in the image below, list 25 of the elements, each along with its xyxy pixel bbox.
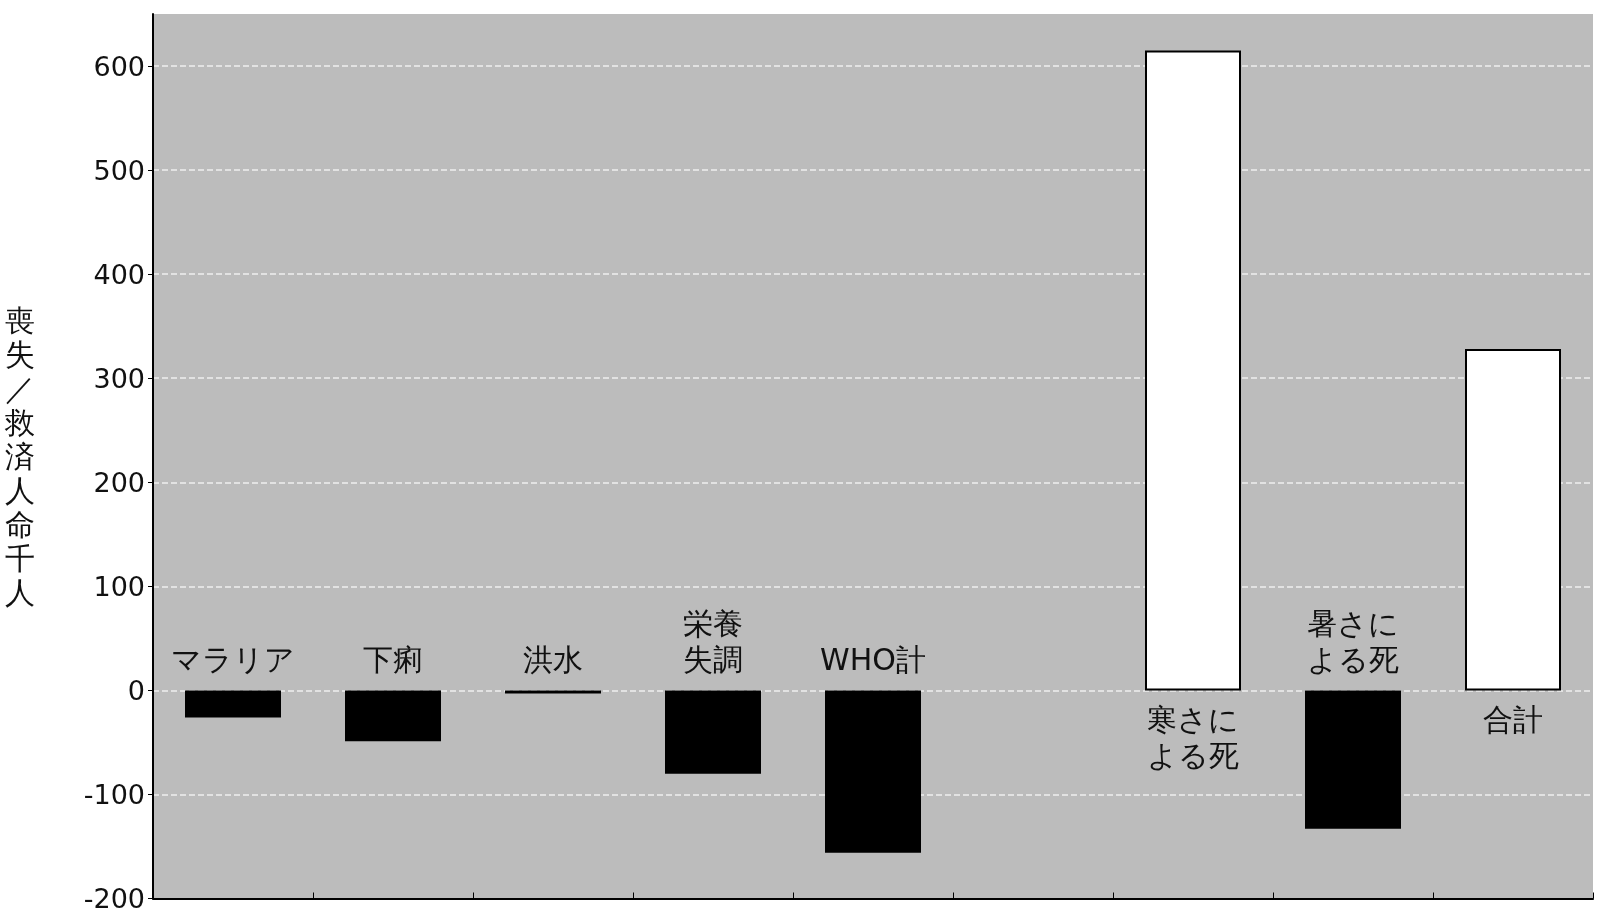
x-tick-label: 暑さによる死: [1307, 605, 1399, 677]
x-tick-label: 下痢: [363, 641, 423, 677]
y-tick-label: 0: [127, 674, 145, 706]
y-tick-label: 100: [93, 570, 145, 602]
x-tick-label: 合計: [1483, 701, 1543, 737]
y-tick-label: 500: [93, 154, 145, 186]
x-tick-label: 洪水: [523, 641, 583, 677]
bar: [345, 690, 441, 742]
y-tick-label: -200: [83, 883, 145, 912]
y-tick-label: -100: [83, 778, 145, 810]
bar: [665, 690, 761, 774]
bar: [1465, 349, 1561, 691]
y-tick-label: 600: [93, 50, 145, 82]
x-tick-label: 寒さによる死: [1147, 701, 1239, 773]
x-tick-label: WHO計: [820, 641, 926, 677]
bar: [825, 690, 921, 853]
bar: [185, 690, 281, 718]
x-tick-label: 栄養失調: [683, 605, 743, 677]
text: 喪失／救済人命千人: [5, 302, 35, 610]
y-tick-label: 300: [93, 362, 145, 394]
bar: [1145, 50, 1241, 691]
y-tick-label: 200: [93, 466, 145, 498]
bar: [1305, 690, 1401, 829]
y-tick-label: 400: [93, 258, 145, 290]
x-tick-label: マラリア: [171, 641, 295, 677]
